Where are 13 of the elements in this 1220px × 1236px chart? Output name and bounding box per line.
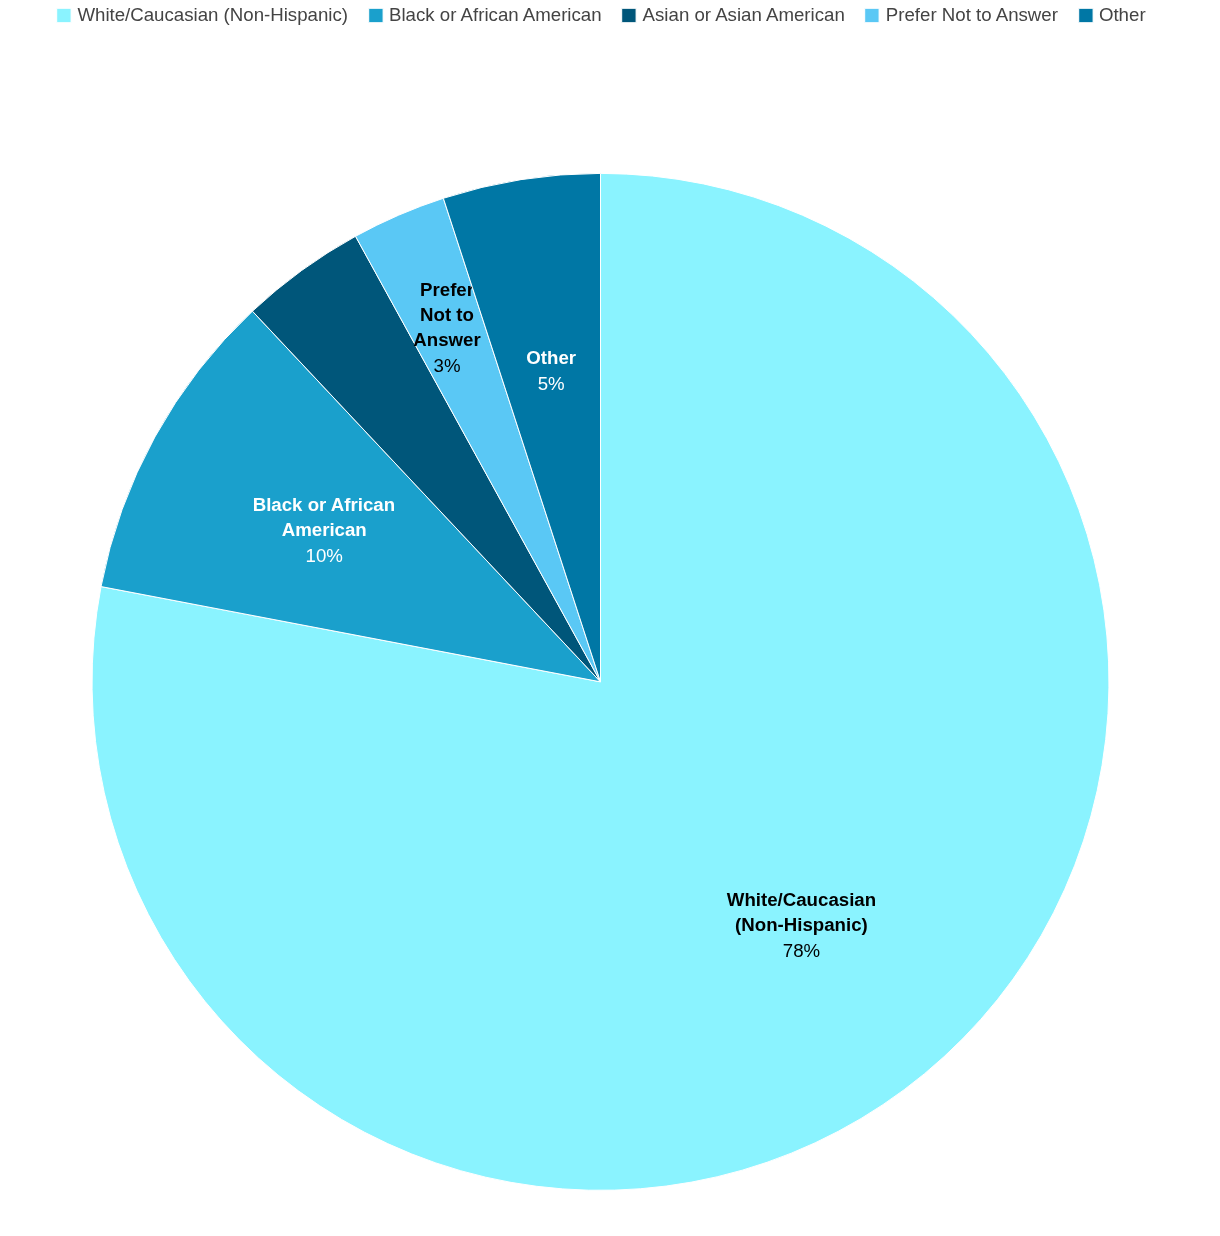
legend-label: Prefer Not to Answer (885, 4, 1058, 26)
slice-label: Prefer Not to Answer (413, 278, 481, 351)
slice-label: Black or African American (252, 494, 396, 541)
slice-label: White/Caucasian (Non-Hispanic) (726, 888, 877, 936)
legend-label: Other (1098, 4, 1146, 26)
data-label: 10% (305, 544, 343, 566)
legend-label: Black or African American (389, 4, 602, 26)
slice-label: Other (526, 347, 577, 369)
legend-label: Asian or Asian American (642, 4, 845, 26)
data-label: 78% (782, 939, 821, 961)
legend-label: White/Caucasian (Non-Hispanic) (77, 4, 349, 26)
data-label: 3% (433, 354, 461, 376)
data-label: 5% (537, 372, 565, 394)
